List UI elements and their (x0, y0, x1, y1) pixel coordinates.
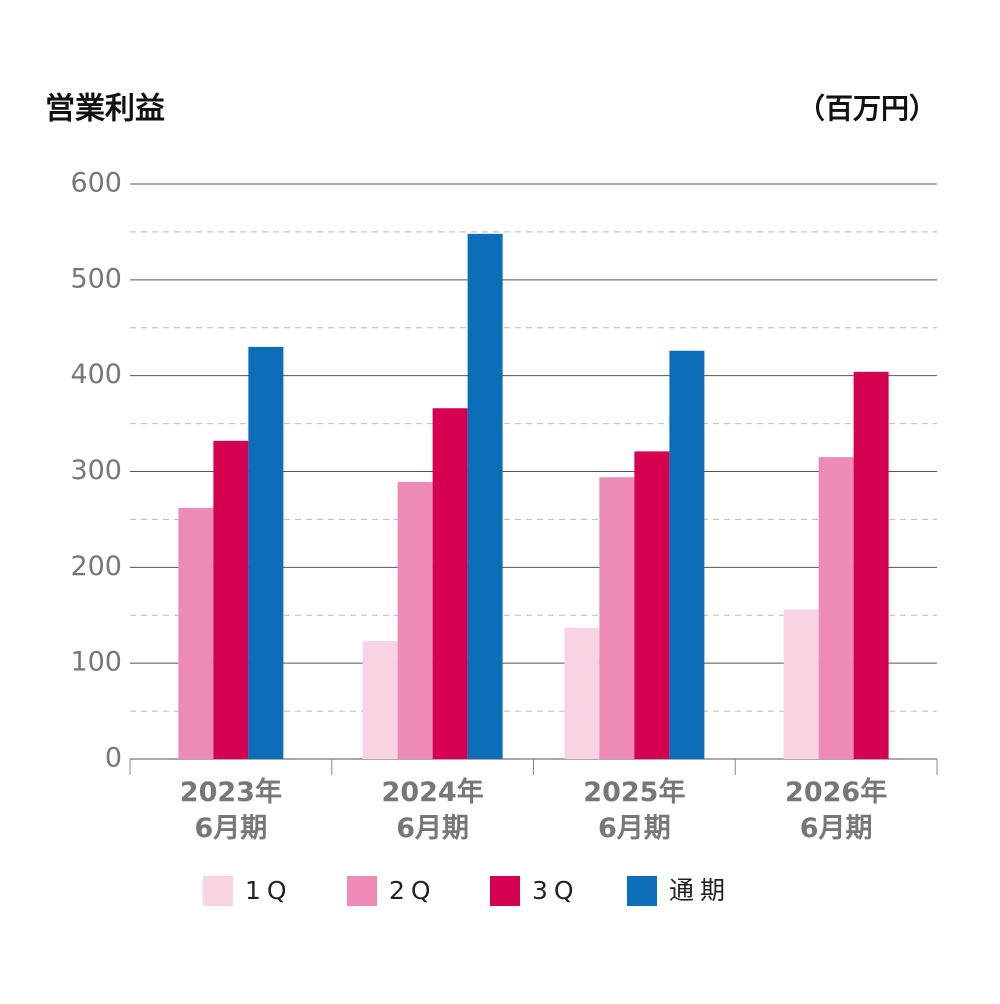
legend-swatch (490, 876, 520, 906)
legend-label: 2Q (389, 876, 437, 905)
bar (818, 457, 854, 759)
y-tick-label: 100 (70, 647, 122, 678)
y-tick-label: 600 (70, 168, 122, 199)
unit-label: （百万円） (797, 92, 937, 125)
bar (213, 440, 249, 759)
bar (564, 627, 600, 759)
bar (362, 641, 398, 759)
x-tick-label: 2023年 6月期 (180, 776, 282, 844)
bar (467, 233, 503, 760)
bar (599, 477, 635, 759)
bar (248, 346, 284, 759)
legend-swatch (203, 876, 233, 906)
legend-label: 1Q (245, 876, 293, 905)
y-tick-label: 400 (70, 359, 122, 390)
chart-title: 営業利益 (45, 92, 165, 127)
y-tick-label: 200 (70, 551, 122, 582)
legend-swatch (627, 876, 657, 906)
bar (432, 408, 468, 759)
y-tick-label: 500 (70, 263, 122, 294)
x-tick-label: 2024年 6月期 (382, 776, 484, 844)
legend-swatch (347, 876, 377, 906)
bar (178, 507, 214, 759)
y-tick-label: 0 (105, 743, 122, 774)
y-tick-label: 300 (70, 455, 122, 486)
bar (634, 451, 670, 759)
x-tick-label: 2026年 6月期 (785, 776, 887, 844)
bar (397, 482, 433, 759)
legend-label: 3Q (532, 876, 580, 905)
bar (783, 609, 819, 759)
bar (669, 350, 705, 759)
bar (853, 371, 889, 759)
x-tick-label: 2025年 6月期 (583, 776, 685, 844)
legend-label: 通期 (669, 876, 731, 905)
